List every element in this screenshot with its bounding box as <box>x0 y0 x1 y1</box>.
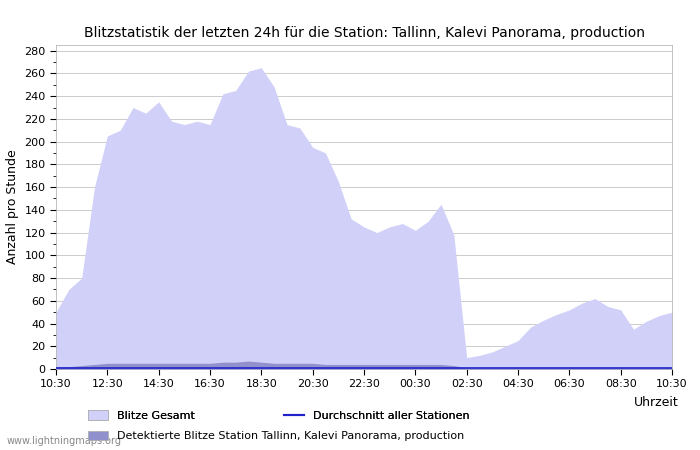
Text: www.lightningmaps.org: www.lightningmaps.org <box>7 436 122 446</box>
Legend: Blitze Gesamt, Durchschnitt aller Stationen: Blitze Gesamt, Durchschnitt aller Statio… <box>84 406 474 425</box>
Text: Uhrzeit: Uhrzeit <box>634 396 679 409</box>
Legend: Detektierte Blitze Station Tallinn, Kalevi Panorama, production: Detektierte Blitze Station Tallinn, Kale… <box>84 426 469 446</box>
Title: Blitzstatistik der letzten 24h für die Station: Tallinn, Kalevi Panorama, produc: Blitzstatistik der letzten 24h für die S… <box>83 26 645 40</box>
Y-axis label: Anzahl pro Stunde: Anzahl pro Stunde <box>6 149 19 265</box>
